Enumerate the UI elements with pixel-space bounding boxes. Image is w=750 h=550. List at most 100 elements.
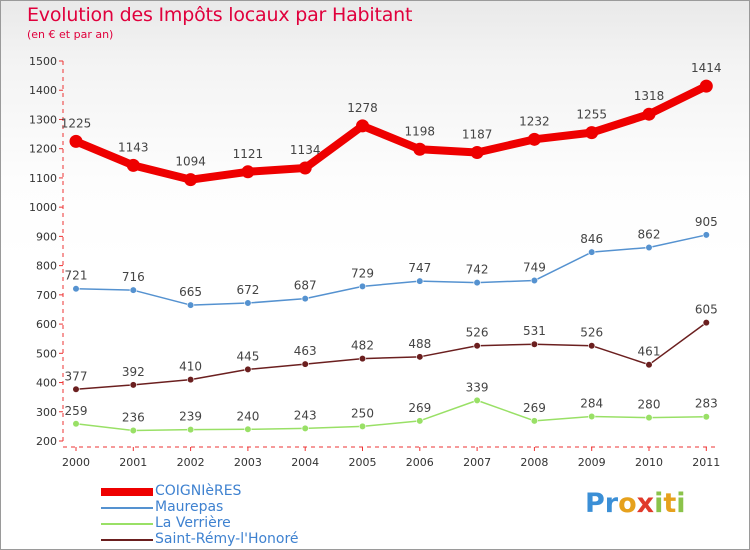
data-label: 747 xyxy=(408,261,431,275)
data-label: 488 xyxy=(408,337,431,351)
data-label: 749 xyxy=(523,261,546,275)
data-point xyxy=(301,424,309,433)
x-tick-label: 2010 xyxy=(635,456,663,469)
y-tick-label: 600 xyxy=(36,318,57,331)
data-point xyxy=(645,414,653,422)
axes: 200 300 400 500 600 700 800 900 1000 1100 1200 1300… xyxy=(29,55,720,469)
data-point xyxy=(530,340,539,348)
data-point xyxy=(244,365,252,373)
data-point xyxy=(72,420,80,428)
data-point xyxy=(702,413,710,421)
data-point xyxy=(699,79,713,93)
data-point xyxy=(416,353,424,361)
y-tick-label: 700 xyxy=(36,289,57,302)
data-label: 862 xyxy=(638,227,661,241)
data-point xyxy=(184,173,198,187)
legend-label: Saint-Rémy-l'Honoré xyxy=(155,531,299,547)
data-label: 687 xyxy=(294,279,317,293)
data-label: 243 xyxy=(294,408,317,422)
data-label: 461 xyxy=(638,345,661,359)
data-label: 259 xyxy=(65,404,88,418)
x-tick-label: 2005 xyxy=(349,456,377,469)
x-tick-label: 2009 xyxy=(578,456,606,469)
data-point xyxy=(588,412,596,421)
data-point xyxy=(358,354,367,363)
legend-swatch xyxy=(101,507,153,509)
data-label: 672 xyxy=(236,283,259,297)
y-tick-label: 1400 xyxy=(29,84,57,97)
y-tick-label: 1200 xyxy=(29,143,57,156)
data-point xyxy=(530,276,539,285)
data-labels: 259 236 239 240 243 250 269 339 269 284 280 283 377 3… xyxy=(61,61,722,424)
x-tick-label: 2004 xyxy=(291,456,319,469)
legend-label: La Verrière xyxy=(155,515,231,531)
data-point xyxy=(588,342,596,350)
chart-subtitle: (en € et par an) xyxy=(27,28,114,41)
data-point xyxy=(129,381,137,389)
data-label: 729 xyxy=(351,266,374,280)
data-label: 1318 xyxy=(634,89,665,103)
data-point xyxy=(416,417,424,425)
data-point xyxy=(298,161,312,175)
data-label: 721 xyxy=(65,269,88,283)
y-tick-label: 400 xyxy=(36,377,57,390)
x-tick-label: 2000 xyxy=(62,456,90,469)
data-label: 531 xyxy=(523,324,546,338)
data-label: 284 xyxy=(580,396,603,410)
data-point xyxy=(473,396,481,404)
data-label: 280 xyxy=(638,398,661,412)
data-label: 1143 xyxy=(118,140,149,154)
y-tick-label: 1100 xyxy=(29,172,57,185)
x-tick-label: 2006 xyxy=(406,456,434,469)
data-point xyxy=(588,248,596,256)
data-label: 1121 xyxy=(233,147,264,161)
legend-swatch xyxy=(101,539,153,541)
data-label: 605 xyxy=(695,303,718,317)
data-label: 526 xyxy=(466,326,489,340)
data-label: 269 xyxy=(408,401,431,415)
series-line xyxy=(72,82,711,184)
x-tick-label: 2008 xyxy=(520,456,548,469)
data-point xyxy=(187,301,195,309)
data-label: 1414 xyxy=(691,61,722,75)
data-point xyxy=(129,426,137,435)
data-label: 239 xyxy=(179,410,202,424)
x-tick-label: 2002 xyxy=(177,456,205,469)
data-point xyxy=(470,145,484,159)
data-label: 339 xyxy=(466,380,489,394)
data-point xyxy=(473,342,481,350)
y-tick-label: 200 xyxy=(36,435,57,448)
data-point xyxy=(301,360,309,368)
data-point xyxy=(358,282,367,290)
legend-item-la-verriere: La Verrière xyxy=(101,515,351,532)
y-tick-label: 300 xyxy=(36,406,57,419)
data-point xyxy=(413,142,427,156)
data-point xyxy=(416,277,424,285)
legend-swatch xyxy=(101,488,153,496)
data-label: 1255 xyxy=(576,108,607,122)
data-point xyxy=(187,376,195,384)
data-point xyxy=(126,158,140,172)
chart-title: Evolution des Impôts locaux par Habitant xyxy=(27,4,413,26)
data-point xyxy=(72,385,80,393)
data-point xyxy=(527,132,541,146)
data-point xyxy=(645,243,653,252)
y-tick-label: 1300 xyxy=(29,113,57,126)
data-point xyxy=(702,231,710,239)
data-label: 283 xyxy=(695,397,718,411)
data-label: 1187 xyxy=(462,127,493,141)
data-label: 1134 xyxy=(290,143,321,157)
data-label: 410 xyxy=(179,360,202,374)
data-point xyxy=(187,426,195,434)
data-label: 716 xyxy=(122,270,145,284)
data-point xyxy=(129,286,137,294)
data-point xyxy=(72,285,80,293)
data-label: 1094 xyxy=(175,155,206,169)
data-point xyxy=(642,107,656,121)
data-point xyxy=(585,126,599,140)
y-tick-label: 1000 xyxy=(29,201,57,214)
series-line xyxy=(75,234,708,306)
y-tick-label: 500 xyxy=(36,347,57,360)
series-layer xyxy=(69,79,713,435)
